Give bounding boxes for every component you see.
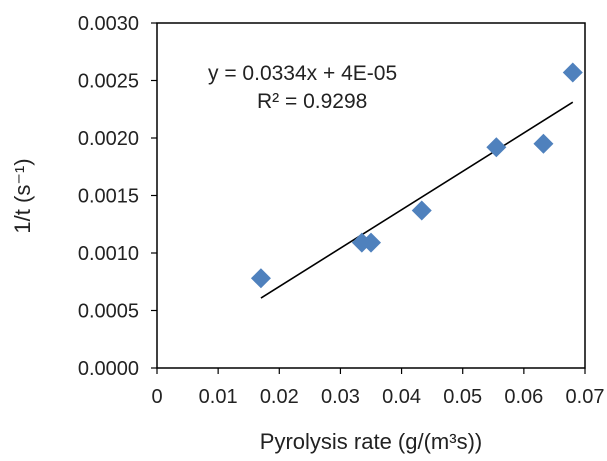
y-tick-label: 0.0010 [78, 243, 139, 265]
data-point [250, 268, 271, 289]
y-tick-label: 0.0020 [78, 128, 139, 150]
x-tick-label: 0.07 [566, 386, 605, 408]
y-tick-label: 0.0030 [78, 13, 139, 35]
x-axis-title: Pyrolysis rate (g/(m³s)) [260, 429, 482, 454]
y-axis-title: 1/t (s⁻¹) [10, 158, 35, 233]
y-tick-label: 0.0000 [78, 358, 139, 380]
x-tick-label: 0 [151, 386, 162, 408]
trendline [260, 101, 574, 299]
y-axis-ticks: 0.0000 0.0005 0.0010 0.0015 0.0020 0.0025 0.00… [78, 13, 157, 380]
x-tick-label: 0.04 [382, 386, 421, 408]
x-axis-ticks: 0 0.01 0.02 0.03 0.04 0.05 0.06 0.07 [151, 368, 604, 408]
x-tick-label: 0.06 [504, 386, 543, 408]
data-points [250, 62, 583, 289]
x-tick-label: 0.02 [260, 386, 299, 408]
data-point [533, 133, 554, 154]
trendline-equation: y = 0.0334x + 4E-05 [208, 62, 397, 85]
x-tick-label: 0.05 [443, 386, 482, 408]
y-tick-label: 0.0005 [78, 301, 139, 323]
data-point [361, 232, 381, 253]
y-tick-label: 0.0025 [78, 71, 139, 93]
x-tick-label: 0.01 [199, 386, 238, 408]
data-point [486, 137, 507, 158]
r-squared-label: R² = 0.9298 [257, 90, 367, 113]
data-point [411, 200, 432, 221]
data-point [562, 62, 583, 83]
x-tick-label: 0.03 [321, 386, 360, 408]
y-tick-label: 0.0015 [78, 186, 139, 208]
